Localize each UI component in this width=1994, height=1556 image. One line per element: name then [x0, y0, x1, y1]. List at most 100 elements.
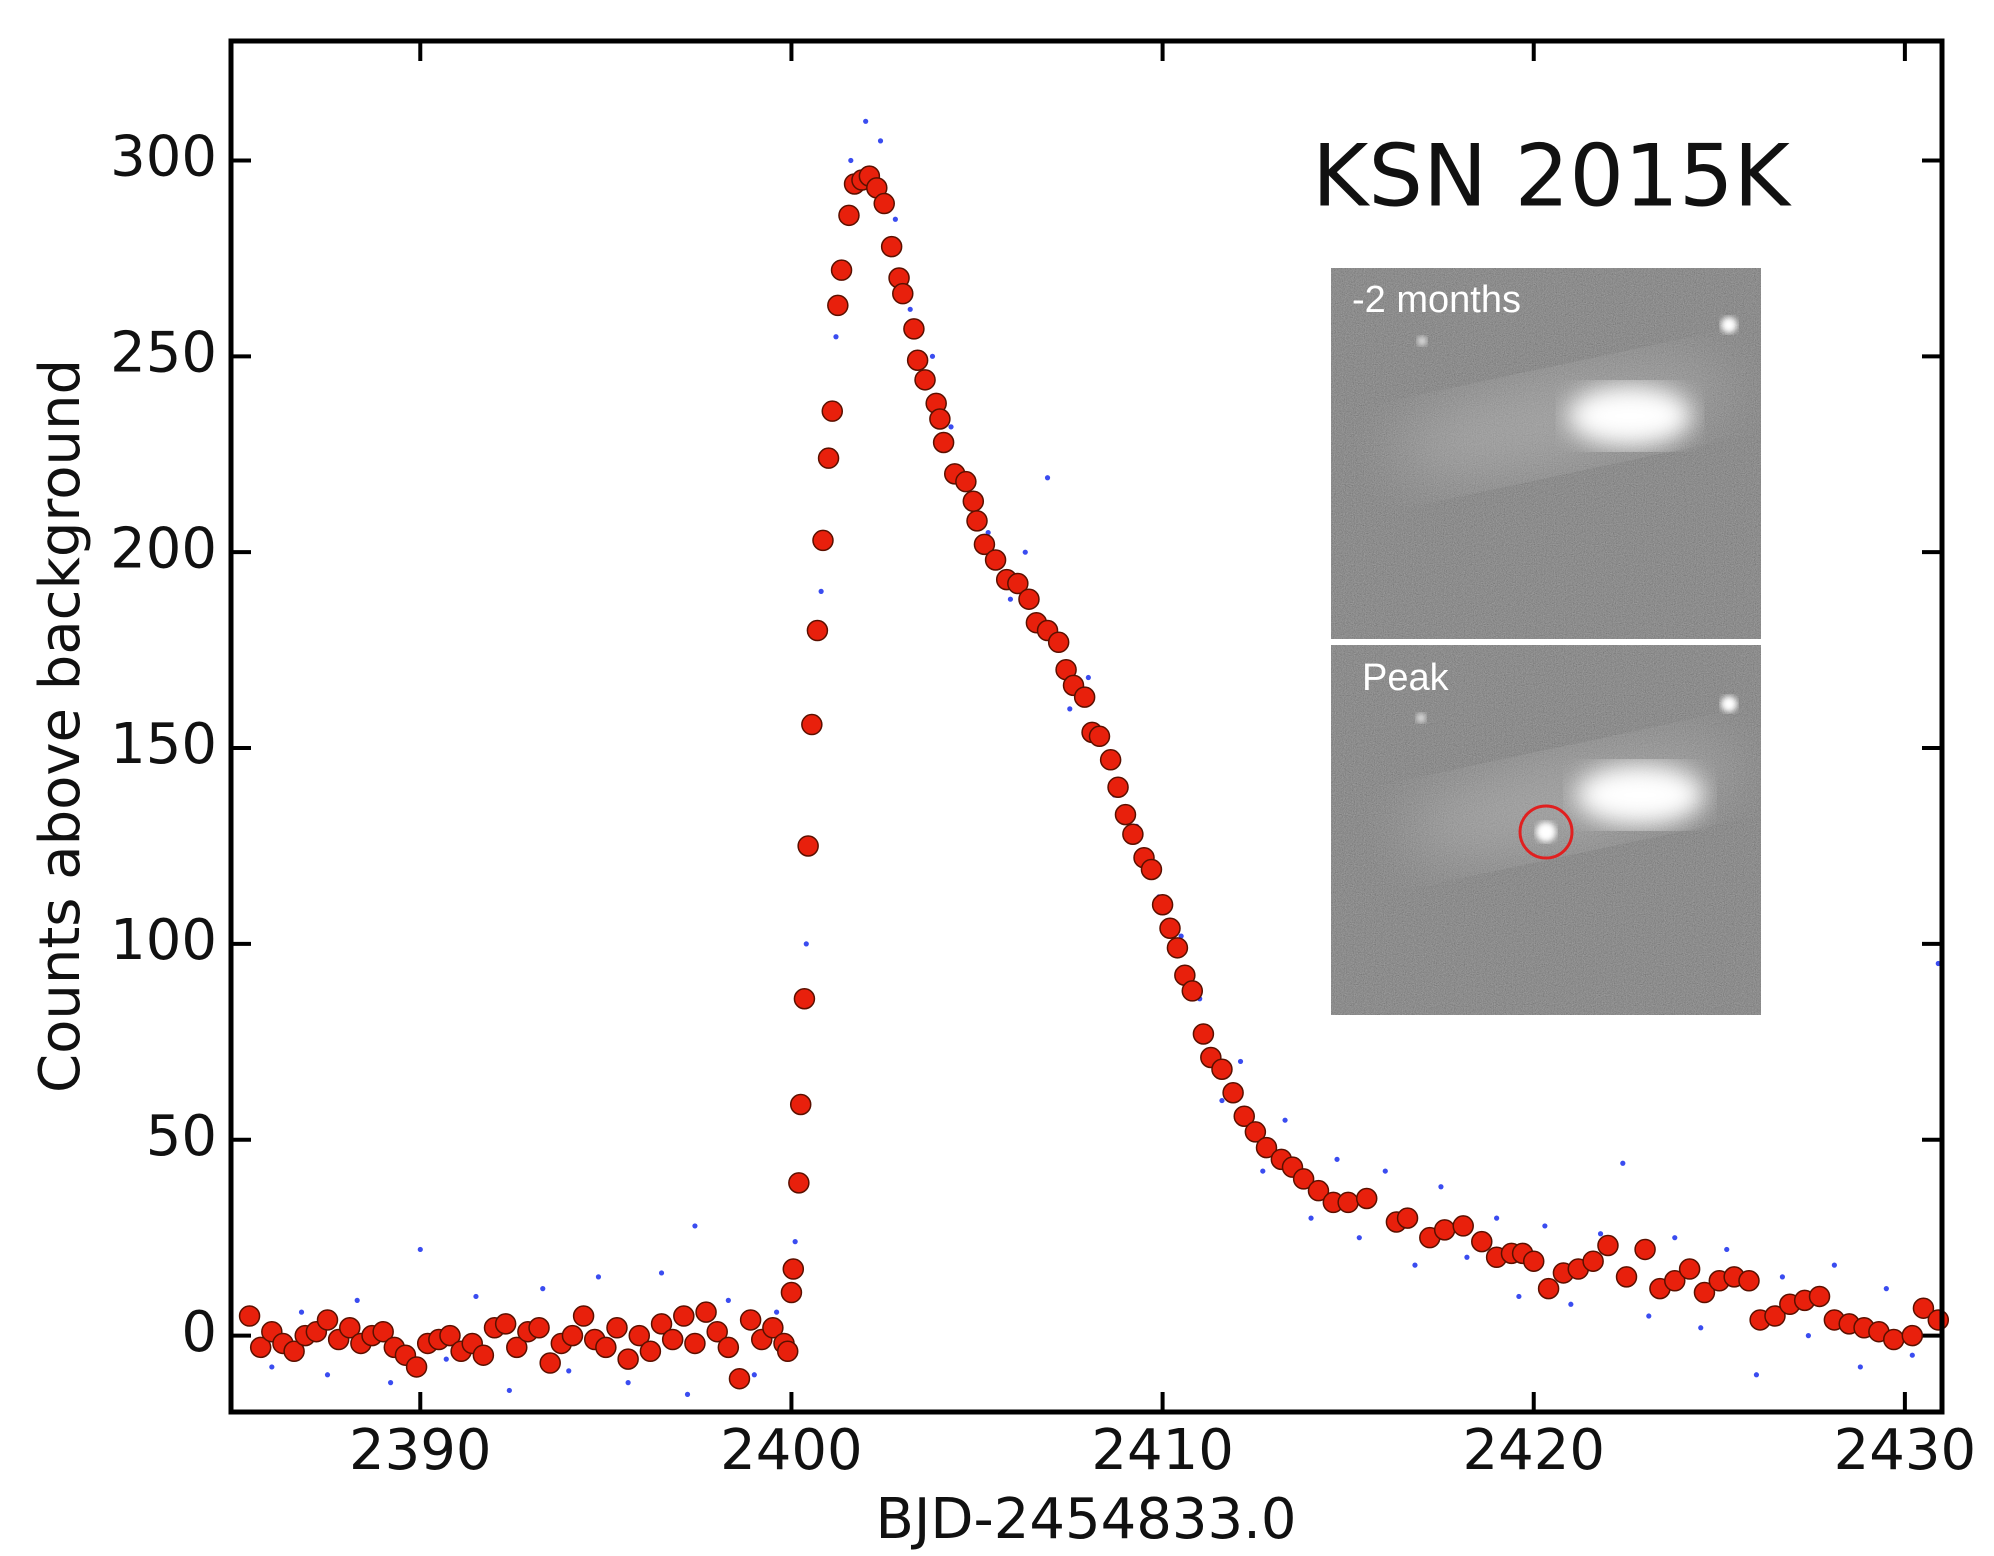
raw-point: [1724, 1246, 1730, 1253]
binned-point: [539, 1352, 561, 1374]
binned-point: [617, 1348, 639, 1370]
binned-point: [661, 1328, 684, 1351]
binned-point: [880, 235, 903, 258]
binned-point: [932, 431, 955, 454]
raw-point: [948, 424, 954, 430]
binned-point: [812, 529, 834, 552]
binned-point: [1927, 1309, 1950, 1331]
y-tick-label: 100: [110, 908, 217, 973]
raw-point: [773, 1309, 780, 1315]
raw-point: [684, 1391, 691, 1397]
raw-point: [1356, 1235, 1362, 1241]
binned-point: [372, 1320, 394, 1343]
raw-point: [751, 1372, 757, 1378]
binned-point: [316, 1309, 339, 1331]
raw-point: [1857, 1364, 1863, 1370]
y-tick-label: 250: [110, 320, 217, 385]
binned-point: [962, 490, 985, 513]
binned-point: [1693, 1281, 1716, 1304]
x-tick-label: 2430: [1834, 1418, 1977, 1483]
binned-point: [249, 1336, 272, 1359]
binned-point: [780, 1281, 803, 1304]
plot-frame: [228, 38, 1945, 1415]
binned-point: [1582, 1250, 1604, 1272]
raw-point: [1044, 475, 1051, 481]
raw-point: [1672, 1235, 1678, 1241]
x-axis-label: BJD-2454833.0: [875, 1487, 1296, 1552]
binned-point: [472, 1344, 495, 1366]
raw-point: [595, 1274, 602, 1280]
binned-point: [1140, 858, 1163, 881]
binned-point: [1192, 1023, 1215, 1045]
binned-point: [1471, 1230, 1493, 1253]
raw-point: [443, 1356, 449, 1362]
binned-point: [793, 987, 816, 1010]
x-tick-label: 2420: [1462, 1418, 1605, 1483]
raw-point: [269, 1364, 275, 1370]
binned-point: [1537, 1277, 1560, 1300]
binned-point: [788, 1172, 810, 1194]
raw-point: [818, 588, 824, 594]
raw-point: [848, 157, 854, 164]
raw-point: [1831, 1262, 1837, 1268]
raw-point: [1022, 549, 1028, 555]
raw-point: [1219, 1097, 1225, 1104]
binned-point: [1337, 1191, 1359, 1214]
binned-point: [695, 1301, 717, 1323]
binned-point: [801, 713, 823, 736]
raw-point: [1237, 1058, 1244, 1065]
raw-point: [863, 118, 869, 124]
binned-point: [506, 1336, 528, 1359]
raw-point: [1260, 1168, 1266, 1174]
binned-point: [797, 835, 819, 857]
supernova-marker: [1518, 804, 1574, 860]
inset-before: [1331, 268, 1761, 639]
binned-point: [873, 192, 895, 215]
raw-point: [1412, 1262, 1418, 1268]
raw-point: [1464, 1254, 1470, 1260]
binned-point: [1107, 776, 1129, 798]
raw-point: [324, 1372, 331, 1378]
raw-point: [803, 941, 809, 947]
binned-point: [739, 1309, 762, 1331]
binned-point: [606, 1317, 628, 1339]
raw-point: [877, 138, 884, 144]
raw-point: [1883, 1286, 1889, 1292]
y-tick-label: 200: [110, 516, 217, 581]
binned-point: [1615, 1266, 1638, 1288]
raw-point: [387, 1380, 394, 1386]
binned-point: [339, 1317, 361, 1339]
raw-point: [725, 1297, 731, 1303]
binned-point: [906, 349, 929, 371]
inset-label: Peak: [1362, 657, 1450, 699]
binned-point: [728, 1367, 751, 1390]
binned-point: [830, 259, 853, 281]
binned-point: [673, 1305, 695, 1327]
binned-point: [1151, 893, 1174, 916]
x-tick-label: 2390: [349, 1418, 492, 1483]
raw-point: [907, 306, 913, 312]
star: [1721, 317, 1737, 333]
raw-point: [929, 353, 936, 359]
binned-point: [1114, 803, 1137, 826]
raw-point: [1438, 1184, 1444, 1190]
binned-point: [817, 447, 840, 469]
binned-point: [1452, 1215, 1474, 1237]
raw-point: [1085, 674, 1091, 681]
binned-point: [238, 1305, 261, 1327]
x-tick-label: 2400: [720, 1418, 863, 1483]
binned-point: [827, 294, 849, 317]
binned-point: [821, 400, 844, 422]
binned-point: [639, 1340, 662, 1363]
binned-point: [929, 408, 951, 430]
binned-point: [903, 318, 925, 340]
binned-point: [1664, 1270, 1686, 1292]
supernova: [1536, 822, 1556, 842]
binned-point: [806, 619, 829, 642]
binned-point: [1047, 631, 1070, 654]
y-tick-label: 300: [110, 125, 217, 190]
binned-point: [1678, 1258, 1701, 1280]
raw-point: [1516, 1293, 1522, 1300]
binned-point: [595, 1336, 617, 1359]
raw-point: [566, 1368, 572, 1374]
